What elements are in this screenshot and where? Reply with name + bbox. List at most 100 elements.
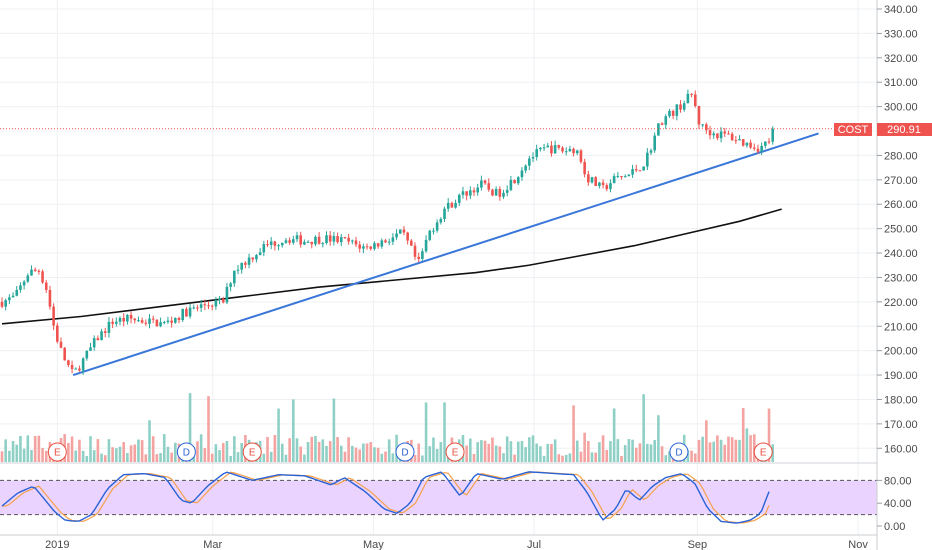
volume-bar <box>664 455 668 462</box>
candle-body <box>351 240 354 242</box>
price-tick-label: 260.00 <box>884 199 918 211</box>
candle-body <box>199 304 203 308</box>
volume-bar <box>738 439 741 462</box>
volume-bar <box>380 453 384 462</box>
candle-body <box>15 289 19 296</box>
volume-bar <box>332 398 336 462</box>
candle-body <box>771 128 775 142</box>
volume-bar <box>498 446 502 462</box>
osc-tick-label: 40.00 <box>884 498 912 510</box>
volume-bar <box>716 435 719 462</box>
volume-bar <box>771 444 775 462</box>
candle-body <box>446 202 450 209</box>
candle-body <box>299 235 302 245</box>
candle-body <box>627 174 631 177</box>
volume-bar <box>531 435 535 462</box>
candle-body <box>129 315 133 319</box>
price-axis[interactable]: 340.00330.00320.00310.00300.00290.00280.… <box>877 4 918 455</box>
candle-body <box>505 189 509 193</box>
volume-bar <box>78 439 81 462</box>
volume-bar <box>472 454 476 462</box>
volume-bar <box>513 454 516 462</box>
candle-body <box>159 322 162 327</box>
candle-body <box>336 236 339 243</box>
volume-bar <box>535 443 539 462</box>
volume-bar <box>465 445 468 462</box>
volume-bar <box>509 441 513 462</box>
price-tick-label: 190.00 <box>884 370 918 382</box>
volume-bar <box>262 453 266 462</box>
volume-bar <box>325 445 328 462</box>
volume-bar <box>601 435 605 462</box>
candle-body <box>767 141 771 143</box>
candle-body <box>524 165 527 171</box>
volume-bar <box>288 438 291 462</box>
volume-bar <box>339 445 343 462</box>
oscillator-axis[interactable]: 80.00 40.00 0.00 <box>877 475 912 533</box>
volume-bar <box>30 449 33 462</box>
volume-bar <box>439 442 443 462</box>
volume-bar <box>391 453 395 462</box>
volume-bar <box>233 436 236 462</box>
candle-body <box>321 243 325 245</box>
price-tick-label: 310.00 <box>884 77 918 89</box>
volume-bar <box>306 441 310 462</box>
candle-body <box>22 281 26 286</box>
volume-bar <box>642 394 645 462</box>
candle-body <box>406 232 409 241</box>
trendline[interactable] <box>72 132 819 377</box>
candle-body <box>56 325 59 342</box>
candle-body <box>221 298 225 303</box>
earnings-marker-label: E <box>54 448 61 459</box>
candle-body <box>166 320 170 322</box>
volume-bar <box>616 439 620 462</box>
volume-bar <box>516 441 520 462</box>
stochastic-oscillator <box>0 471 877 524</box>
candle-body <box>192 307 196 309</box>
candle-body <box>634 169 638 171</box>
time-tick-label: 2019 <box>45 539 69 550</box>
candle-body <box>494 188 498 196</box>
candle-body <box>151 318 155 320</box>
volume-bar <box>752 434 756 462</box>
candle-body <box>465 191 468 196</box>
candle-body <box>410 240 413 246</box>
candle-body <box>4 300 7 307</box>
volume-bar <box>266 436 269 462</box>
price-tick-label: 220.00 <box>884 297 918 309</box>
candle-body <box>339 237 343 243</box>
time-axis[interactable]: 2019 Mar May Jul Sep Nov <box>0 534 877 550</box>
volume-bar <box>631 439 634 462</box>
volume-bar <box>144 454 148 462</box>
volume-bar <box>697 439 701 462</box>
candle-body <box>81 358 85 371</box>
candle-body <box>133 318 137 321</box>
candle-body <box>469 190 472 196</box>
candle-body <box>126 315 129 322</box>
event-marker <box>242 442 262 462</box>
candle-body <box>380 240 384 247</box>
volume-bar <box>693 453 697 462</box>
volume-bar <box>347 437 350 462</box>
candle-body <box>531 157 535 159</box>
candle-body <box>572 148 575 154</box>
candle-body <box>251 257 255 260</box>
candle-body <box>457 194 461 203</box>
volume-bar <box>225 440 229 462</box>
candle-body <box>181 308 184 320</box>
candle-body <box>262 244 266 253</box>
volume-bar <box>723 444 727 462</box>
candle-body <box>542 147 546 149</box>
candle-body <box>365 246 369 248</box>
volume-bar <box>483 440 487 462</box>
volume-bar <box>583 432 586 462</box>
volume-bar <box>107 439 111 462</box>
volume-bar <box>634 447 638 462</box>
candle-body <box>52 306 55 326</box>
candle-body <box>516 177 520 184</box>
candle-body <box>41 271 44 283</box>
candle-body <box>730 133 734 141</box>
volume-bar <box>236 452 240 462</box>
candle-body <box>358 244 361 249</box>
